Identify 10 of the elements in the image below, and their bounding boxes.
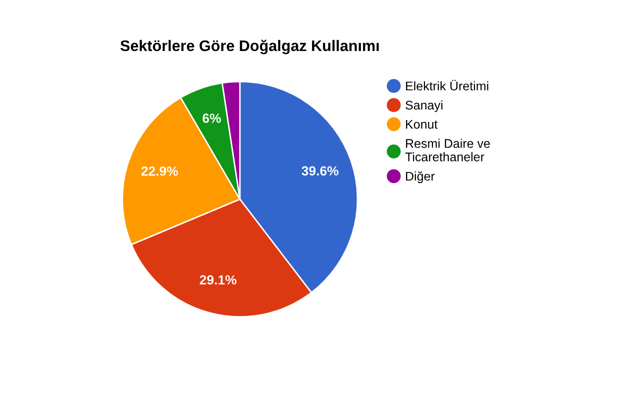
data-label: 29.1% — [200, 275, 236, 285]
legend-label: Resmi Daire ve Ticarethaneler — [405, 138, 490, 162]
chart-title: Sektörlere Göre Doğalgaz Kullanımı — [120, 40, 379, 54]
data-label: 6% — [202, 114, 221, 123]
data-label: 39.6% — [302, 166, 338, 176]
legend-label: Sanayi — [406, 100, 442, 112]
legend-label: Elektrik Üretimi — [406, 80, 488, 90]
legend-label: Diğer — [406, 171, 435, 184]
data-label: 22.9% — [141, 166, 178, 176]
legend-label: Konut — [406, 120, 438, 129]
